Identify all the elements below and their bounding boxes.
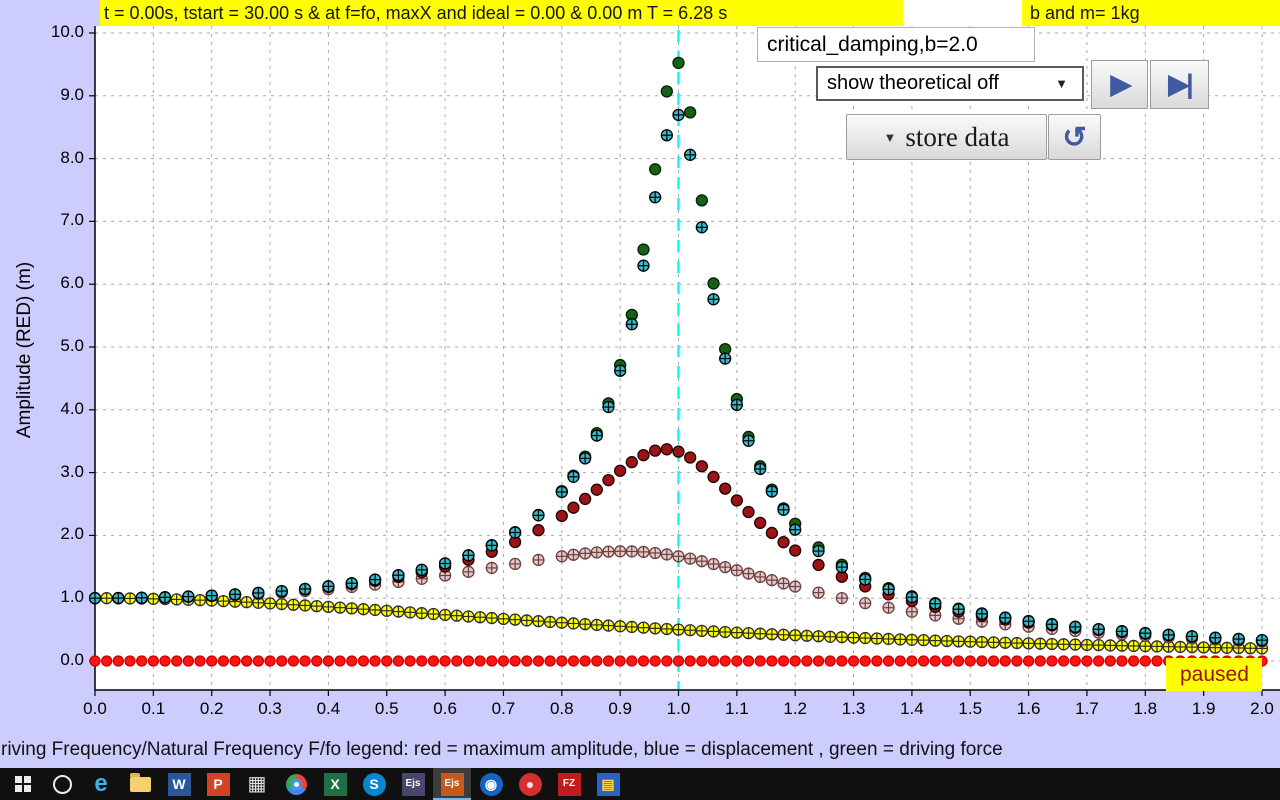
dropdown-value: show theoretical off: [827, 72, 999, 94]
x-tick-label: 0.5: [374, 699, 399, 718]
edge-browser-icon: e: [94, 770, 108, 797]
x-tick-label: 0.8: [549, 699, 574, 718]
triangle-down-icon: ▼: [883, 129, 897, 145]
x-tick-label: 0.9: [608, 699, 632, 718]
series-red: [89, 655, 1268, 667]
store-data-button[interactable]: ▼ store data: [846, 114, 1047, 160]
red-app-icon: ●: [518, 772, 542, 796]
chevron-down-icon: ▼: [1055, 76, 1068, 91]
file-explorer-icon: [129, 772, 151, 792]
y-tick-label: 2.0: [60, 524, 84, 544]
reset-button[interactable]: ↺: [1048, 114, 1101, 160]
y-tick-label: 0.0: [60, 650, 84, 669]
play-icon: ▶: [1110, 69, 1132, 99]
x-tick-label: 0.3: [258, 699, 282, 718]
undo-icon: ↺: [1062, 121, 1087, 154]
paused-badge: paused: [1166, 658, 1262, 691]
ejs-simulation[interactable]: Ejs: [433, 768, 471, 800]
series-cyan: [89, 108, 1269, 647]
y-tick-label: 5.0: [60, 336, 84, 355]
ejs-simulation-icon: Ejs: [440, 772, 464, 796]
skype-app-icon: S: [362, 772, 386, 796]
ejs-console[interactable]: Ejs: [394, 768, 432, 800]
media-app[interactable]: ◉: [472, 768, 510, 800]
x-tick-label: 1.1: [725, 699, 749, 718]
media-app-icon: ◉: [479, 772, 503, 796]
x-tick-label: 1.4: [900, 699, 924, 718]
y-tick-label: 4.0: [60, 398, 84, 418]
x-tick-label: 0.2: [199, 699, 224, 718]
filezilla-app-icon: FZ: [557, 772, 581, 796]
legend-text: riving Frequency/Natural Frequency F/fo …: [1, 739, 1003, 760]
excel-app[interactable]: X: [316, 768, 354, 800]
resonance-chart: [89, 26, 1280, 696]
x-tick-label: 0.7: [491, 699, 516, 718]
series-yellow: [89, 592, 1269, 655]
start-button-icon: [14, 775, 32, 793]
y-tick-label: 6.0: [60, 273, 84, 293]
x-tick-label: 1.8: [1133, 699, 1158, 718]
x-tick-label: 0.0: [83, 699, 107, 718]
search-button[interactable]: [43, 768, 81, 800]
edge-browser[interactable]: e: [82, 768, 120, 800]
y-tick-label: 8.0: [60, 147, 84, 167]
play-button[interactable]: ▶: [1091, 60, 1148, 109]
x-tick-label: 2.0: [1250, 699, 1274, 718]
x-tick-label: 1.9: [1191, 699, 1216, 718]
show-theoretical-dropdown[interactable]: show theoretical off ▼: [816, 66, 1084, 101]
ejs-console-icon: Ejs: [401, 772, 425, 796]
store-data-label: store data: [905, 121, 1010, 152]
x-tick-label: 0.4: [316, 699, 341, 718]
x-tick-label: 1.0: [666, 699, 691, 718]
search-button-icon: [52, 774, 72, 794]
status-bar-left: t = 0.00s, tstart = 30.00 s & at f=fo, m…: [100, 0, 907, 26]
run-label-box: critical_damping,b=2.0: [757, 27, 1035, 62]
start-button[interactable]: [4, 768, 42, 800]
word-app-icon: W: [167, 772, 191, 796]
x-tick-label: 1.3: [841, 699, 866, 718]
step-button[interactable]: ▶|: [1150, 60, 1209, 109]
windows-taskbar: e W P ▦ X S Ejs Ejs ◉ ● FZ ▤: [0, 768, 1280, 800]
x-tick-label: 1.2: [783, 699, 807, 718]
chrome-browser[interactable]: [277, 768, 315, 800]
y-tick-label: 10.0: [50, 22, 84, 41]
blue-app-icon: ▤: [596, 772, 620, 796]
powerpoint-app[interactable]: P: [199, 768, 237, 800]
x-tick-label: 0.6: [433, 699, 457, 718]
y-tick-label: 9.0: [60, 84, 84, 104]
y-tick-label: 3.0: [60, 461, 84, 481]
skype-app[interactable]: S: [355, 768, 393, 800]
x-tick-label: 0.1: [141, 699, 166, 718]
apps-grid-icon: ▦: [247, 773, 267, 795]
x-tick-label: 1.7: [1075, 699, 1099, 718]
chrome-browser-icon: [285, 773, 307, 795]
red-app[interactable]: ●: [511, 768, 549, 800]
y-tick-label: 1.0: [60, 587, 84, 607]
plot-background: [95, 26, 1280, 690]
x-tick-label: 1.6: [1016, 699, 1041, 718]
word-app[interactable]: W: [160, 768, 198, 800]
apps-grid[interactable]: ▦: [238, 768, 276, 800]
powerpoint-app-icon: P: [206, 772, 230, 796]
status-bar-gap: [903, 0, 1022, 26]
excel-app-icon: X: [323, 772, 347, 796]
filezilla-app[interactable]: FZ: [550, 768, 588, 800]
x-tick-label: 1.5: [958, 699, 983, 718]
step-forward-icon: ▶|: [1168, 69, 1193, 99]
file-explorer[interactable]: [121, 768, 159, 800]
blue-app[interactable]: ▤: [589, 768, 627, 800]
y-tick-label: 7.0: [60, 210, 84, 230]
status-bar-right: b and m= 1kg: [1022, 0, 1280, 26]
